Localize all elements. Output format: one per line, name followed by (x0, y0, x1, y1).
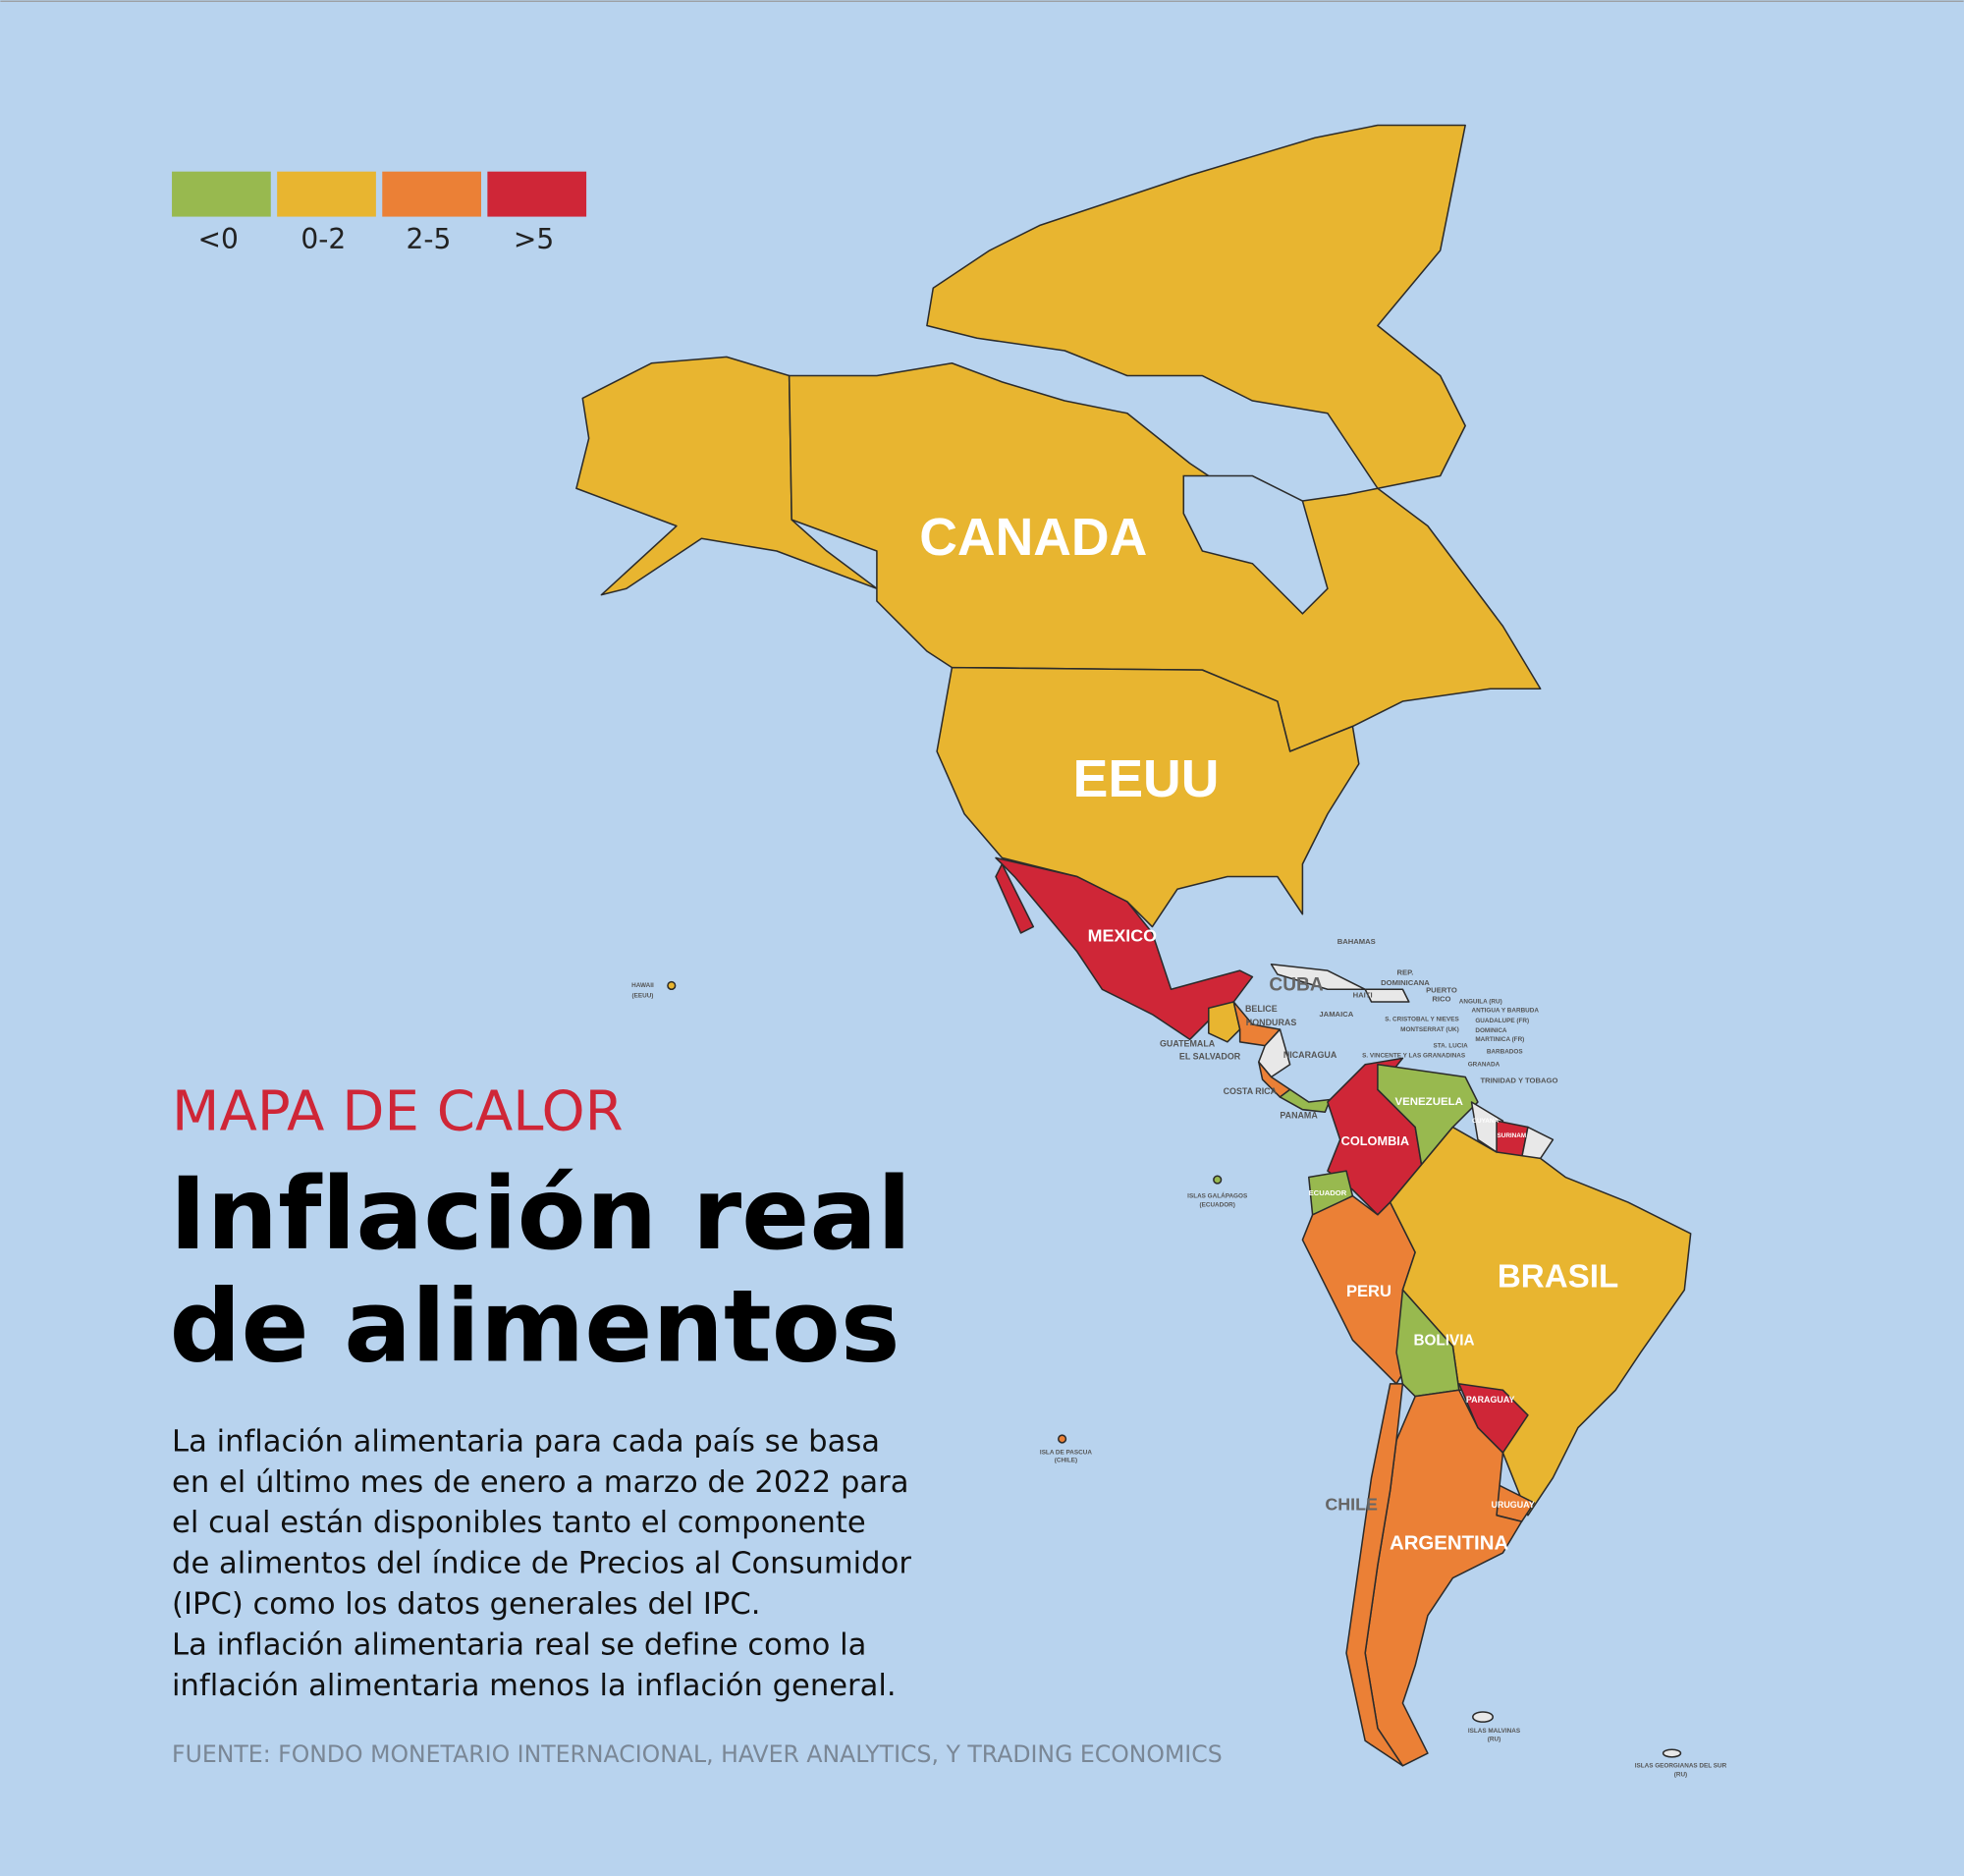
hudson-bay (1182, 474, 1329, 615)
map-label: DOMINICA (1475, 1027, 1507, 1034)
map-labels: CANADAEEUUMEXICOCUBABAHAMASREP.DOMINICAN… (631, 509, 1726, 1778)
map-label: MONTSERRAT (UK) (1400, 1026, 1459, 1033)
easter-island (1058, 1434, 1067, 1444)
map-label: PUERTO (1426, 986, 1457, 995)
source: FUENTE: FONDO MONETARIO INTERNACIONAL, H… (172, 1740, 1223, 1768)
map-label: (CHILE) (1055, 1457, 1077, 1463)
map-label: URUGUAY (1492, 1500, 1535, 1510)
map-label: (RU) (1488, 1737, 1500, 1743)
map-label: ISLAS MALVINAS (1468, 1728, 1520, 1735)
legend-swatch (487, 171, 587, 217)
legend-swatch (172, 171, 271, 217)
body-line: inflación alimentaria menos la inflación… (172, 1669, 897, 1703)
map-label: GRANADA (1468, 1061, 1500, 1068)
map-label: ISLAS GALÁPAGOS (1187, 1190, 1247, 1199)
body-line: de alimentos del índice de Precios al Co… (172, 1547, 911, 1581)
cuba (1270, 964, 1366, 991)
map-label: MEXICO (1088, 925, 1158, 945)
map-label: CANADA (919, 509, 1147, 567)
hawaii-island (667, 980, 677, 991)
map-label: GUADALUPE (FR) (1475, 1018, 1529, 1024)
map-label: S. CRISTOBAL Y NIEVES (1385, 1017, 1459, 1023)
body-line: La inflación alimentaria para cada país … (172, 1424, 880, 1459)
map-label: PERU (1346, 1282, 1391, 1300)
map-label: VENEZUELA (1394, 1096, 1462, 1108)
legend-swatch (277, 171, 376, 217)
falkland-islands (1472, 1711, 1494, 1723)
map-label: PANAMA (1280, 1110, 1318, 1120)
map-label: REP. (1397, 968, 1414, 977)
title-line: de alimentos (170, 1269, 900, 1386)
map-label: ANTIGUA Y BARBUDA (1472, 1008, 1540, 1015)
kicker: MAPA DE CALOR (172, 1079, 624, 1143)
map-label: STA. LUCIA (1433, 1042, 1468, 1049)
map-label: (EEUU) (632, 992, 654, 999)
map-label: HONDURAS (1246, 1018, 1297, 1027)
legend-label: <0 (198, 223, 239, 255)
map-label: COLOMBIA (1341, 1133, 1409, 1148)
map-label: CUBA (1269, 974, 1323, 995)
map-label: BELICE (1245, 1004, 1278, 1014)
title-line: Inflación real (170, 1156, 912, 1273)
map-label: EL SALVADOR (1179, 1051, 1241, 1061)
map-label: GUATEMALA (1160, 1039, 1216, 1049)
map-label: ECUADOR (1309, 1188, 1347, 1197)
map-label: PARAGUAY (1466, 1395, 1515, 1405)
map-label: BRASIL (1498, 1259, 1618, 1296)
nicaragua (1258, 1028, 1291, 1078)
legend-label: >5 (514, 223, 554, 255)
map-label: BAHAMAS (1337, 937, 1376, 946)
map-label: ISLAS GEORGIANAS DEL SUR (1635, 1762, 1727, 1769)
legend-label: 0-2 (300, 223, 346, 255)
map-label: ARGENTINA (1390, 1533, 1508, 1555)
body-line: (IPC) como los datos generales del IPC. (172, 1587, 760, 1622)
chile (1345, 1383, 1404, 1767)
map-label: HAITI (1353, 991, 1373, 1000)
body-line: el cual están disponibles tanto el compo… (172, 1506, 866, 1540)
map-label: DOMINICANA (1381, 978, 1430, 987)
map-label: MARTINICA (FR) (1475, 1036, 1524, 1043)
map-label: S. VINCENTE Y LAS GRANADINAS (1362, 1053, 1465, 1060)
map-label: NICARAGUA (1283, 1050, 1337, 1060)
map-label: ISLA DE PASCUA (1040, 1450, 1092, 1457)
legend-swatch (382, 171, 481, 217)
legend: <0 0-2 2-5 >5 (172, 171, 587, 255)
map-label: ANGUILA (RU) (1459, 999, 1502, 1006)
map-label: EEUU (1073, 750, 1220, 808)
legend-label: 2-5 (407, 223, 452, 255)
map-label: (ECUADOR) (1200, 1201, 1235, 1208)
map-label: GUYANA (1472, 1118, 1499, 1125)
map-label: BOLIVIA (1413, 1333, 1474, 1350)
map-label: TRINIDAD Y TOBAGO (1480, 1076, 1557, 1084)
guatemala (1208, 1001, 1241, 1043)
alaska (575, 356, 878, 596)
usa (936, 666, 1360, 928)
map-label: SURINAM (1497, 1132, 1526, 1139)
galapagos-island (1213, 1175, 1223, 1185)
baja-california (995, 863, 1035, 934)
map-label: JAMAICA (1319, 1010, 1353, 1019)
map (575, 124, 1692, 1767)
map-label: COSTA RICA (1224, 1086, 1278, 1096)
map-label: (RU) (1674, 1771, 1687, 1778)
south-georgia (1662, 1748, 1682, 1758)
body-text: La inflación alimentaria para cada país … (172, 1424, 911, 1703)
hispaniola (1364, 988, 1410, 1003)
map-label: CHILE (1325, 1494, 1378, 1514)
map-label: BARBADOS (1487, 1049, 1523, 1056)
body-line: en el último mes de enero a marzo de 202… (172, 1465, 908, 1500)
map-label: HAWAII (631, 982, 654, 989)
map-label: RICO (1432, 994, 1450, 1003)
canada (788, 361, 1542, 752)
body-line: La inflación alimentaria real se define … (172, 1628, 866, 1663)
